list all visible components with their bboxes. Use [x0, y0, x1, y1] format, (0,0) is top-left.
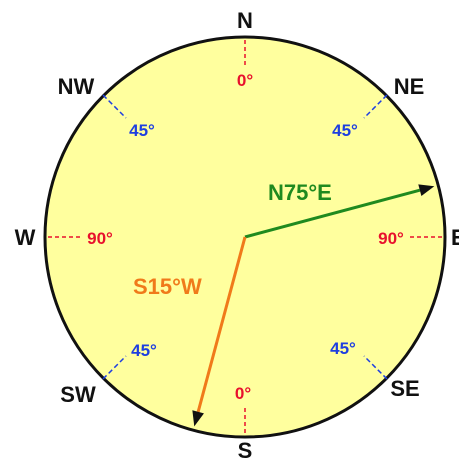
direction-s: S [238, 438, 253, 463]
bearing-label-n75e: N75°E [268, 180, 332, 205]
bearing-arrows [192, 184, 435, 427]
se-tick [363, 355, 388, 380]
direction-n: N [237, 8, 253, 33]
bearing-arrowhead-0 [418, 184, 435, 196]
ne-tick [363, 94, 388, 119]
bearing-line-0 [244, 188, 421, 239]
bearing-line-1 [196, 236, 247, 413]
degree-label-ne: 45° [332, 121, 358, 140]
degree-label-west: 90° [87, 229, 113, 248]
degree-label-se: 45° [330, 339, 356, 358]
degree-label-east: 90° [378, 229, 404, 248]
direction-se: SE [390, 376, 419, 401]
direction-w: W [15, 225, 36, 250]
sw-tick [102, 355, 127, 380]
bearing-label-s15w: S15°W [133, 274, 202, 299]
direction-ne: NE [394, 74, 425, 99]
direction-nw: NW [58, 74, 95, 99]
bearing-arrowhead-1 [192, 410, 204, 427]
degree-label-south: 0° [235, 384, 251, 403]
direction-sw: SW [60, 382, 96, 407]
degree-label-sw: 45° [131, 341, 157, 360]
nw-tick [102, 94, 127, 119]
degree-label-north: 0° [237, 71, 253, 90]
direction-e: E [451, 225, 459, 250]
degree-label-nw: 45° [129, 121, 155, 140]
